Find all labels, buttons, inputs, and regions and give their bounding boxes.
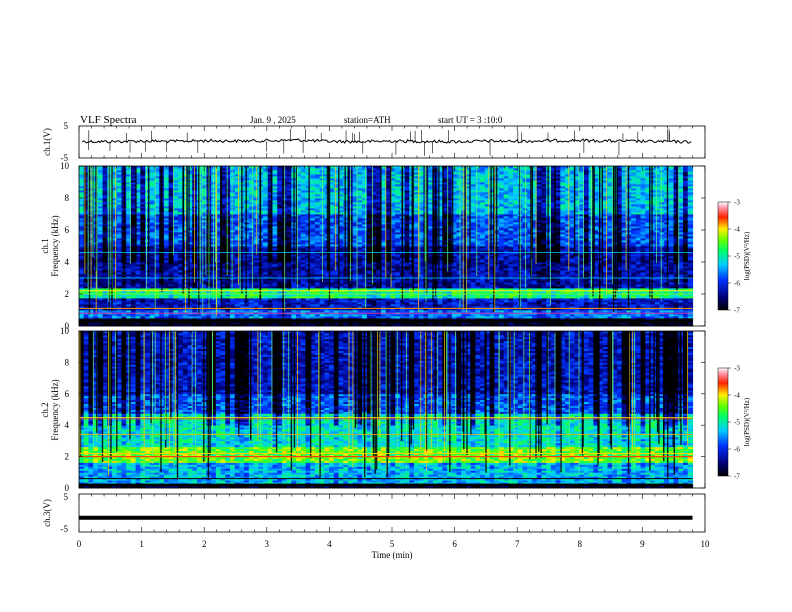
ch1-waveform-panel: 5 -5 ch.1(V) xyxy=(42,121,705,163)
ch1-waveform-ylabel: ch.1(V) xyxy=(42,128,52,156)
station-label: station=ATH xyxy=(344,115,391,125)
start-time-label: start UT = 3 :10:0 xyxy=(438,115,503,125)
figure-title: VLF Spectra xyxy=(80,114,137,126)
ch1-waveform-line xyxy=(82,139,691,143)
date-label: Jan. 9 , 2025 xyxy=(250,115,296,125)
ch1-spectrogram-image xyxy=(79,166,693,326)
ch1-ytick-top: 5 xyxy=(64,121,69,131)
